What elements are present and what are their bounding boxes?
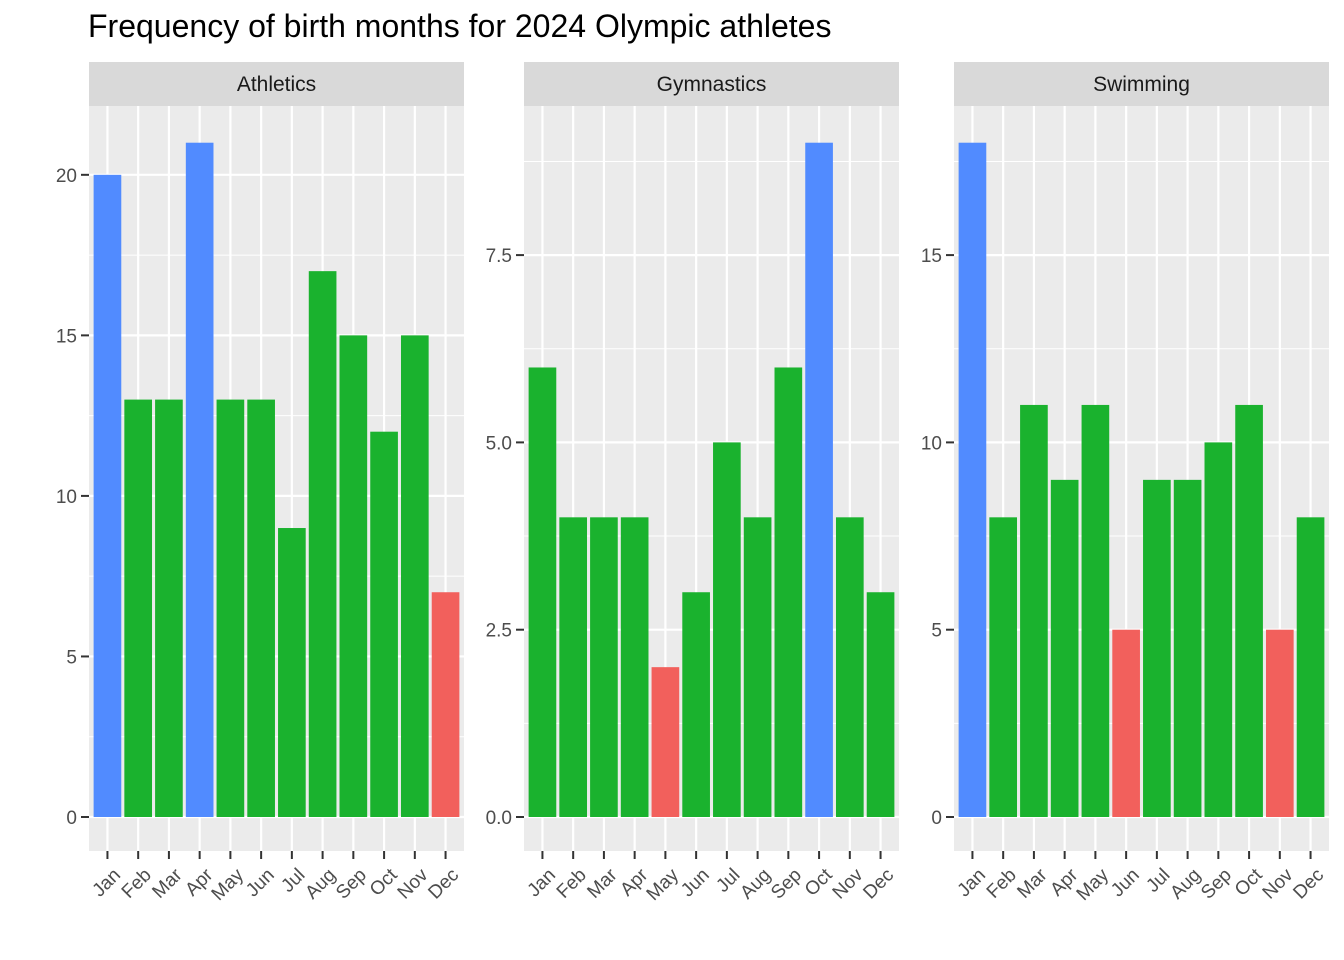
x-tick-label: Jan <box>89 865 126 902</box>
bar-athletics-feb <box>124 399 153 817</box>
y-tick-label: 5 <box>931 621 942 642</box>
x-tick-label: Jun <box>242 865 279 902</box>
x-tick-label: Sep <box>767 865 806 904</box>
bar-swimming-jun <box>1112 629 1140 817</box>
x-tick-label: Mar <box>149 864 187 902</box>
facet-label: Athletics <box>237 73 316 96</box>
x-tick-label: Jan <box>524 865 561 902</box>
x-tick-label: Feb <box>983 865 1021 903</box>
x-tick-label: Oct <box>1231 864 1267 900</box>
x-tick-label: Dec <box>424 865 463 904</box>
bar-swimming-oct <box>1235 404 1263 817</box>
y-tick-label: 10 <box>56 487 77 508</box>
x-tick-label: Feb <box>553 865 591 903</box>
bar-athletics-apr <box>185 142 214 817</box>
bar-athletics-oct <box>370 431 398 817</box>
facet-label: Swimming <box>1093 73 1190 96</box>
y-tick-label: 0 <box>931 808 942 829</box>
bar-swimming-jul <box>1143 479 1171 817</box>
bar-athletics-nov <box>400 335 429 817</box>
bar-gymnastics-apr <box>620 517 649 817</box>
x-tick-label: Aug <box>1166 865 1205 904</box>
x-tick-label: Sep <box>1197 865 1236 904</box>
x-tick-label: Jun <box>677 865 714 902</box>
bar-gymnastics-jul <box>713 442 741 817</box>
bar-athletics-may <box>216 399 245 817</box>
x-tick-label: May <box>208 864 249 905</box>
bar-swimming-nov <box>1265 629 1294 817</box>
bar-gymnastics-nov <box>835 517 864 817</box>
facet-strip <box>954 62 1329 106</box>
bar-gymnastics-jun <box>682 592 710 817</box>
bar-athletics-aug <box>308 271 337 817</box>
x-tick-label: Dec <box>859 865 898 904</box>
bar-swimming-feb <box>989 517 1018 817</box>
x-tick-label: Mar <box>1014 864 1052 902</box>
x-tick-label: Sep <box>332 865 371 904</box>
chart-title: Frequency of birth months for 2024 Olymp… <box>88 8 832 44</box>
y-tick-label: 15 <box>56 326 77 347</box>
x-tick-label: Feb <box>118 865 156 903</box>
facet-label: Gymnastics <box>657 73 767 96</box>
bar-swimming-aug <box>1173 479 1202 817</box>
bar-gymnastics-dec <box>866 592 895 817</box>
panel-swimming: 051015SwimmingJanFebMarAprMayJunJulAugSe… <box>921 62 1329 905</box>
bar-athletics-dec <box>431 592 460 817</box>
bar-athletics-jan <box>93 174 122 818</box>
y-tick-label: 5.0 <box>486 433 512 454</box>
facet-strip <box>89 62 464 106</box>
bar-gymnastics-sep <box>774 367 803 817</box>
x-tick-label: Oct <box>801 864 837 900</box>
y-tick-label: 7.5 <box>486 246 512 267</box>
bar-swimming-jan <box>958 142 987 817</box>
x-tick-label: May <box>643 864 684 905</box>
x-tick-label: Mar <box>584 864 622 902</box>
bar-gymnastics-feb <box>559 517 588 817</box>
bar-athletics-jul <box>278 528 306 817</box>
x-tick-label: Aug <box>301 865 340 904</box>
bar-athletics-sep <box>339 335 368 817</box>
bar-athletics-mar <box>155 399 183 817</box>
x-tick-label: Dec <box>1289 865 1328 904</box>
bar-swimming-sep <box>1204 442 1233 817</box>
y-tick-label: 20 <box>56 166 77 187</box>
x-tick-label: Oct <box>366 864 402 900</box>
y-tick-label: 5 <box>66 647 77 668</box>
panel-gymnastics: 0.02.55.07.5GymnasticsJanFebMarAprMayJun… <box>486 62 899 905</box>
bar-swimming-mar <box>1020 404 1048 817</box>
y-tick-label: 0 <box>66 808 77 829</box>
bar-athletics-jun <box>247 399 275 817</box>
x-tick-label: Nov <box>394 864 433 903</box>
bar-gymnastics-mar <box>590 517 618 817</box>
y-tick-label: 10 <box>921 433 942 454</box>
bar-swimming-dec <box>1296 517 1325 817</box>
x-tick-label: Jan <box>954 865 991 902</box>
y-tick-label: 2.5 <box>486 621 512 642</box>
bar-swimming-may <box>1081 404 1110 817</box>
x-tick-label: Jun <box>1107 865 1144 902</box>
y-tick-label: 15 <box>921 246 942 267</box>
panel-athletics: 05101520AthleticsJanFebMarAprMayJunJulAu… <box>56 62 464 905</box>
x-tick-label: May <box>1073 864 1114 905</box>
bar-gymnastics-aug <box>743 517 772 817</box>
x-tick-label: Nov <box>1259 864 1298 903</box>
bar-gymnastics-jan <box>528 367 557 817</box>
y-tick-label: 0.0 <box>486 808 512 829</box>
x-tick-label: Nov <box>829 864 868 903</box>
facet-strip <box>524 62 899 106</box>
bar-swimming-apr <box>1050 479 1079 817</box>
bar-gymnastics-oct <box>805 142 833 817</box>
bar-gymnastics-may <box>651 667 680 817</box>
x-tick-label: Aug <box>736 865 775 904</box>
